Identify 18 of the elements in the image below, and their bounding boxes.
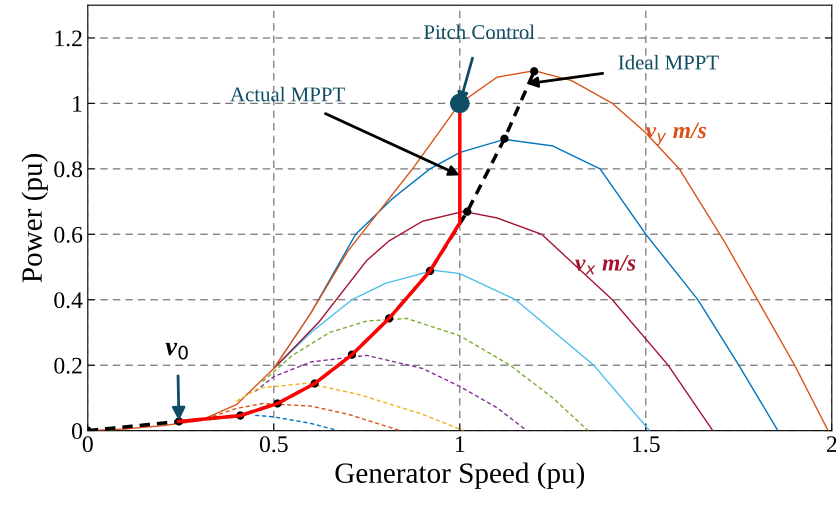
x-tick-label: 2 <box>826 436 836 452</box>
y-tick-label: 1 <box>73 96 82 112</box>
y-tick-label: 1.2 <box>55 30 82 46</box>
x-axis-title: Generator Speed (pu) <box>335 462 584 489</box>
y-tick-label: 0.4 <box>54 292 83 308</box>
x-tick-label: 1.5 <box>633 436 660 452</box>
annotation: Ideal MPPT <box>618 54 719 70</box>
x-tick-label: 0 <box>82 436 93 452</box>
y-tick-label: 0.8 <box>54 161 82 178</box>
annotation: Actual MPPT <box>230 86 345 102</box>
y-axis-title: Power (pu) <box>21 154 48 282</box>
x-tick-label: 0.5 <box>260 436 288 452</box>
y-tick-label: 0 <box>72 423 82 440</box>
y-tick-label: 0.6 <box>54 226 82 243</box>
y-tick-label: 0.2 <box>54 358 82 374</box>
annotation: Pitch Control <box>424 24 535 40</box>
annotation: v$_{0}$ <box>166 342 188 360</box>
x-tick-label: 1 <box>456 436 464 452</box>
